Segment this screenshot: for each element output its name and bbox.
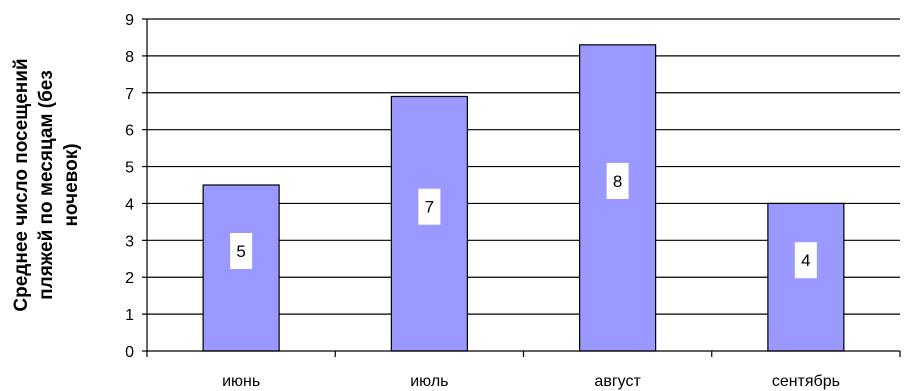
y-tick-label: 5 [125,160,134,177]
data-label-box [230,233,253,269]
data-label: 5 [236,242,245,261]
y-axis-label-line: ночевок) [61,143,82,226]
bars [202,44,845,352]
y-tick-label: 4 [125,196,134,213]
y-tick-label: 7 [125,86,134,103]
data-label: 7 [425,198,434,217]
data-label-box [606,162,629,199]
data-labels: 5 7 8 4 [230,162,817,279]
x-tick-label: сентябрь [772,373,840,390]
y-tick-label: 6 [125,123,134,140]
y-tick-label: 8 [125,49,134,66]
axes [142,18,901,357]
y-tick-label: 9 [125,12,134,29]
y-tick-labels: 0 1 2 3 4 5 6 7 8 9 [125,12,134,361]
data-label: 4 [801,251,810,270]
data-label-box [794,242,817,279]
data-label: 8 [613,172,622,191]
data-label-box [418,188,441,225]
x-tick-label: август [594,373,641,390]
bar-июнь [202,184,280,352]
y-tick-label: 3 [125,233,134,250]
y-axis-label-line: Среднее число посещений [11,58,32,311]
x-tick-labels: июнь июль август сентябрь [222,373,840,390]
y-tick-label: 2 [125,270,134,287]
y-axis-label-line: пляжей по месяцам (без [36,70,57,300]
y-tick-label: 1 [125,307,134,324]
y-tick-label: 0 [125,344,134,361]
y-axis-label: Среднее число посещений пляжей по месяцам… [11,58,82,311]
x-tick-label: июнь [222,373,260,390]
x-tick-label: июль [410,373,448,390]
